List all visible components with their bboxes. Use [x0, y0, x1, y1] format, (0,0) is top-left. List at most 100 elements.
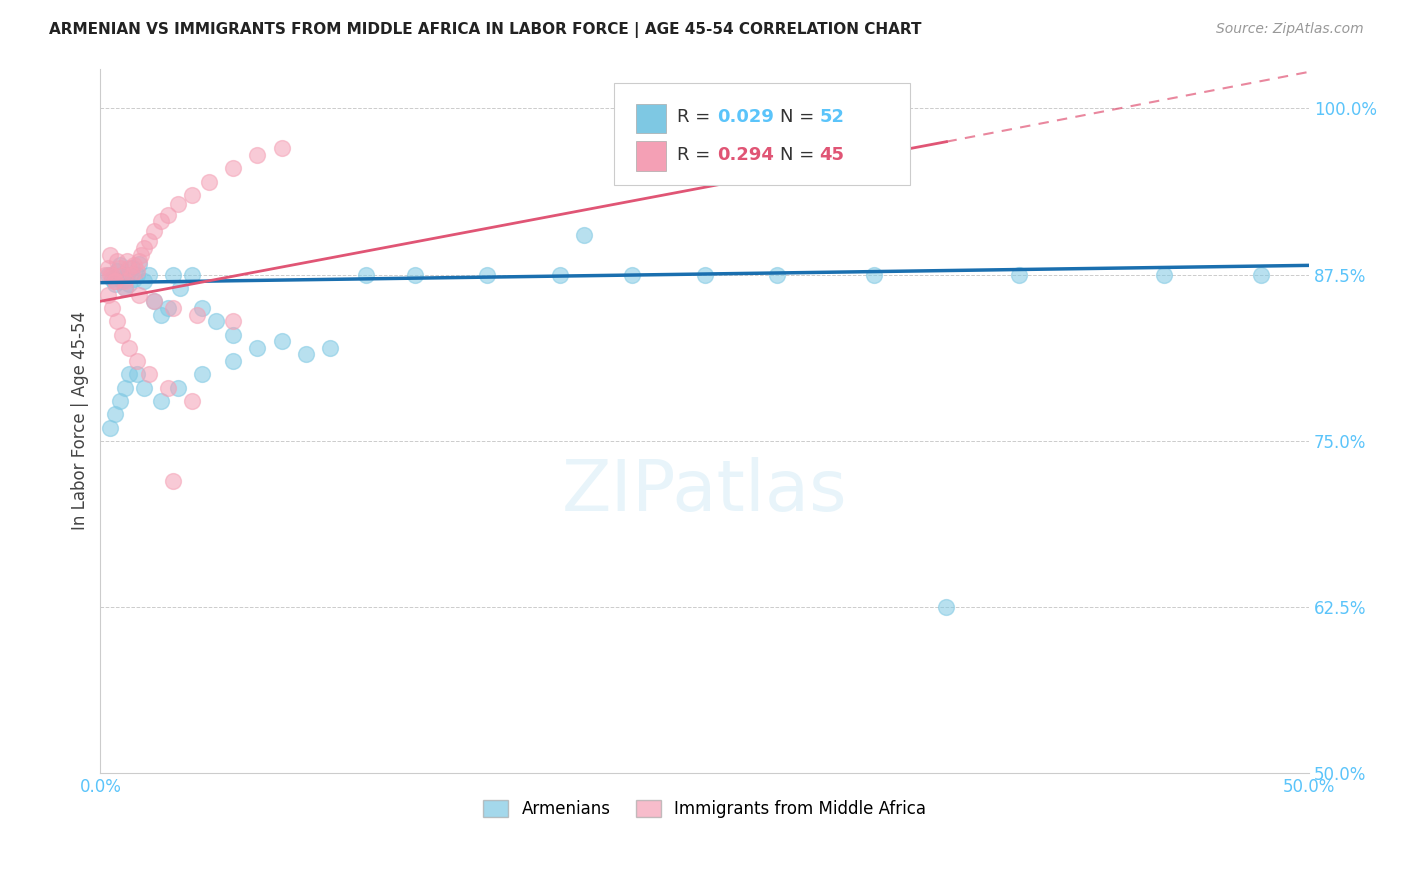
- Point: [122, 258, 145, 272]
- Point: [181, 394, 204, 409]
- Point: [101, 301, 124, 315]
- Point: [97, 268, 120, 282]
- Text: 52: 52: [820, 108, 845, 126]
- Point: [101, 268, 124, 282]
- Point: [295, 347, 318, 361]
- Point: [115, 254, 138, 268]
- Point: [548, 268, 571, 282]
- Point: [404, 268, 426, 282]
- Point: [169, 281, 191, 295]
- Point: [121, 260, 143, 275]
- Point: [111, 274, 134, 288]
- Point: [246, 341, 269, 355]
- Point: [162, 474, 184, 488]
- Point: [132, 241, 155, 255]
- Point: [105, 254, 128, 268]
- Point: [108, 260, 131, 275]
- Point: [121, 268, 143, 282]
- Point: [125, 263, 148, 277]
- Point: [132, 381, 155, 395]
- Point: [125, 268, 148, 282]
- Point: [111, 268, 134, 282]
- Point: [935, 600, 957, 615]
- Point: [181, 268, 204, 282]
- Point: [114, 274, 136, 288]
- Point: [142, 224, 165, 238]
- Point: [131, 248, 153, 262]
- Point: [125, 368, 148, 382]
- Point: [157, 208, 180, 222]
- Point: [1008, 268, 1031, 282]
- Point: [114, 281, 136, 295]
- Point: [149, 308, 172, 322]
- Point: [128, 257, 150, 271]
- Point: [118, 341, 141, 355]
- Point: [122, 271, 145, 285]
- Point: [222, 314, 245, 328]
- Point: [114, 381, 136, 395]
- Point: [114, 281, 136, 295]
- Point: [115, 268, 138, 282]
- Point: [108, 258, 131, 272]
- Point: [94, 268, 117, 282]
- Point: [356, 268, 378, 282]
- Point: [222, 354, 245, 368]
- Point: [246, 148, 269, 162]
- Point: [132, 274, 155, 288]
- Text: 0.294: 0.294: [717, 146, 773, 164]
- Text: Source: ZipAtlas.com: Source: ZipAtlas.com: [1216, 22, 1364, 37]
- Point: [186, 308, 208, 322]
- Point: [101, 271, 124, 285]
- Point: [166, 381, 188, 395]
- Text: R =: R =: [676, 146, 716, 164]
- Point: [1250, 268, 1272, 282]
- Point: [1153, 268, 1175, 282]
- Y-axis label: In Labor Force | Age 45-54: In Labor Force | Age 45-54: [72, 311, 89, 531]
- Point: [138, 368, 160, 382]
- Point: [222, 161, 245, 176]
- Point: [142, 294, 165, 309]
- Point: [138, 235, 160, 249]
- Point: [105, 263, 128, 277]
- Point: [104, 277, 127, 291]
- Text: N =: N =: [780, 108, 820, 126]
- Text: ARMENIAN VS IMMIGRANTS FROM MIDDLE AFRICA IN LABOR FORCE | AGE 45-54 CORRELATION: ARMENIAN VS IMMIGRANTS FROM MIDDLE AFRIC…: [49, 22, 922, 38]
- Point: [205, 314, 228, 328]
- Point: [104, 274, 127, 288]
- Point: [98, 268, 121, 282]
- Point: [191, 368, 214, 382]
- Point: [222, 327, 245, 342]
- Point: [270, 141, 292, 155]
- Text: N =: N =: [780, 146, 820, 164]
- Point: [863, 268, 886, 282]
- Point: [319, 341, 342, 355]
- Point: [162, 301, 184, 315]
- Point: [104, 274, 127, 288]
- Point: [157, 381, 180, 395]
- Point: [621, 268, 644, 282]
- FancyBboxPatch shape: [614, 83, 910, 185]
- Point: [766, 268, 789, 282]
- Point: [118, 277, 141, 291]
- Point: [475, 268, 498, 282]
- Point: [198, 175, 221, 189]
- Point: [105, 314, 128, 328]
- Text: R =: R =: [676, 108, 716, 126]
- Point: [128, 254, 150, 268]
- Point: [98, 420, 121, 434]
- Point: [108, 394, 131, 409]
- Text: 0.029: 0.029: [717, 108, 773, 126]
- Point: [111, 327, 134, 342]
- Point: [104, 407, 127, 421]
- Point: [97, 287, 120, 301]
- Point: [118, 260, 141, 275]
- Point: [149, 394, 172, 409]
- Point: [166, 197, 188, 211]
- Text: ZIPatlas: ZIPatlas: [562, 457, 848, 526]
- Text: 45: 45: [820, 146, 845, 164]
- Point: [98, 248, 121, 262]
- Point: [181, 187, 204, 202]
- Point: [118, 368, 141, 382]
- Point: [270, 334, 292, 348]
- Point: [149, 214, 172, 228]
